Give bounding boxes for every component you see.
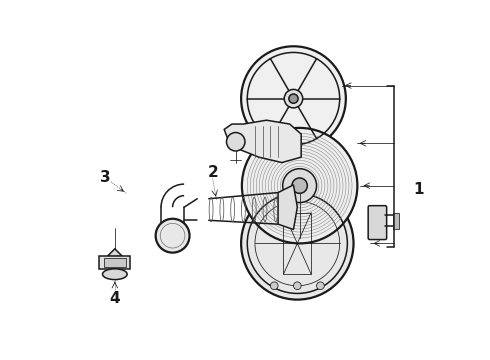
Bar: [393, 213, 399, 229]
Text: 4: 4: [110, 291, 120, 306]
Polygon shape: [278, 185, 297, 230]
Ellipse shape: [102, 269, 127, 280]
Circle shape: [156, 219, 190, 253]
Polygon shape: [107, 249, 122, 256]
Circle shape: [317, 282, 324, 289]
Bar: [104, 258, 125, 267]
Bar: [99, 256, 130, 269]
Text: 1: 1: [413, 182, 423, 197]
Circle shape: [241, 187, 354, 300]
Circle shape: [292, 178, 307, 193]
Circle shape: [284, 89, 303, 108]
Circle shape: [242, 128, 357, 243]
FancyBboxPatch shape: [368, 206, 387, 239]
Circle shape: [241, 46, 346, 151]
Text: 2: 2: [207, 165, 218, 180]
Circle shape: [226, 132, 245, 151]
Polygon shape: [224, 120, 301, 163]
Circle shape: [283, 169, 317, 203]
Text: 3: 3: [99, 170, 110, 185]
Circle shape: [289, 94, 298, 103]
Circle shape: [294, 282, 301, 289]
Circle shape: [270, 282, 278, 289]
